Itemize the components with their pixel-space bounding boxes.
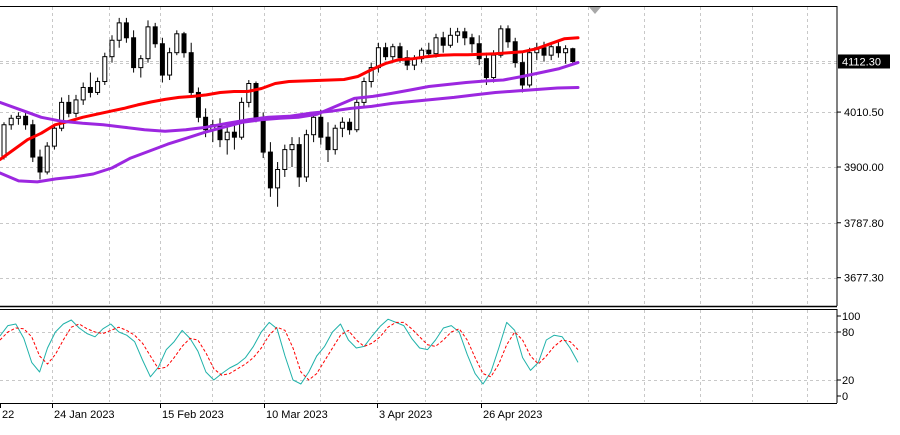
candle-body: [455, 31, 461, 36]
candle-body: [109, 39, 115, 58]
candle-body: [296, 144, 302, 178]
candle-body: [267, 151, 273, 189]
candle-body: [95, 81, 101, 93]
candle-body: [1, 124, 7, 158]
price-axis-label: 3677.30: [844, 273, 884, 285]
candle-body: [433, 37, 439, 55]
candle-body: [195, 91, 201, 118]
candle-body: [102, 56, 108, 83]
candle-body: [383, 47, 389, 58]
candle-body: [426, 49, 432, 55]
candle-body: [397, 46, 403, 59]
candle-body: [87, 86, 93, 93]
candle-body: [311, 116, 317, 136]
candle-body: [51, 127, 57, 147]
candle-body: [390, 46, 396, 58]
candle-body: [15, 115, 21, 119]
candle-body: [519, 62, 525, 86]
candle-body: [498, 28, 504, 56]
candle-body: [505, 28, 511, 43]
candle-body: [116, 22, 122, 41]
price-axis-label: 3787.80: [844, 218, 884, 230]
candle-body: [167, 52, 173, 76]
candle-body: [123, 22, 129, 39]
candle-body: [462, 31, 468, 39]
axis-layer: 4010.50 3900.00 3787.80 3677.30 4112.30 100 80…: [0, 54, 890, 421]
candle-body: [303, 134, 309, 178]
candle-body: [469, 37, 475, 45]
candle-body: [483, 58, 489, 79]
current-price-box: [838, 54, 890, 69]
moving-average-purple-line-slow: [0, 86, 580, 133]
candle-body: [23, 115, 29, 126]
candle-body: [447, 34, 453, 46]
candle-body: [440, 37, 446, 46]
current-price-label: 4112.30: [842, 56, 881, 68]
candle-body: [325, 136, 331, 151]
candle-body: [224, 131, 230, 141]
candle-body: [188, 52, 194, 93]
candle-body: [527, 52, 533, 86]
candle-body: [145, 26, 151, 60]
candle-body: [354, 101, 360, 131]
candle-body: [73, 99, 79, 114]
candle-body: [59, 101, 65, 129]
candle-body: [491, 54, 497, 79]
candle-layer: [1, 17, 576, 207]
shift-marker-icon: [589, 7, 601, 14]
grid-layer: [0, 7, 837, 402]
candle-body: [318, 116, 324, 138]
oscillator-axis-label: 0: [842, 391, 848, 403]
candle-body: [8, 117, 14, 126]
candle-body: [289, 144, 295, 151]
candle-body: [332, 127, 338, 151]
candle-body: [138, 58, 144, 69]
candle-body: [368, 67, 374, 83]
candle-body: [203, 116, 209, 131]
candle-body: [275, 168, 281, 189]
time-axis-label: 22: [2, 409, 14, 421]
time-axis-label: 3 Apr 2023: [379, 409, 432, 421]
candle-body: [131, 37, 137, 69]
moving-average-layer: [0, 36, 580, 184]
frame-layer: [0, 6, 838, 404]
candle-body: [476, 43, 482, 60]
candle-body: [159, 43, 165, 76]
oscillator-axis-label: 80: [842, 327, 854, 339]
candle-body: [563, 48, 569, 54]
candle-body: [361, 81, 367, 103]
candle-body: [541, 47, 547, 56]
candle-body: [30, 124, 36, 158]
candle-body: [282, 149, 288, 170]
oscillator-axis-label: 20: [842, 375, 854, 387]
candle-body: [260, 116, 266, 153]
candle-body: [555, 46, 561, 54]
time-axis-label: 15 Feb 2023: [162, 409, 224, 421]
time-axis-label: 26 Apr 2023: [483, 409, 542, 421]
price-axis-label: 3900.00: [844, 162, 884, 174]
moving-average-red-line: [0, 36, 580, 161]
oscillator-axis-label: 100: [842, 311, 860, 323]
oscillator-signal-line: [0, 321, 579, 381]
candle-body: [339, 121, 345, 129]
time-axis-label: 24 Jan 2023: [54, 409, 115, 421]
candle-body: [152, 26, 158, 45]
candle-body: [37, 156, 43, 173]
candle-body: [570, 48, 576, 62]
oscillator-main-line: [0, 318, 579, 385]
candle-body: [174, 33, 180, 54]
price-axis-label: 4010.50: [844, 107, 884, 119]
candle-body: [181, 33, 187, 54]
oscillator-layer: [0, 318, 579, 385]
candle-body: [548, 46, 554, 56]
candle-body: [66, 101, 72, 114]
candle-body: [231, 131, 237, 138]
time-axis-label: 10 Mar 2023: [266, 409, 328, 421]
candle-body: [44, 145, 50, 173]
candle-body: [80, 86, 86, 101]
candle-body: [347, 121, 353, 131]
